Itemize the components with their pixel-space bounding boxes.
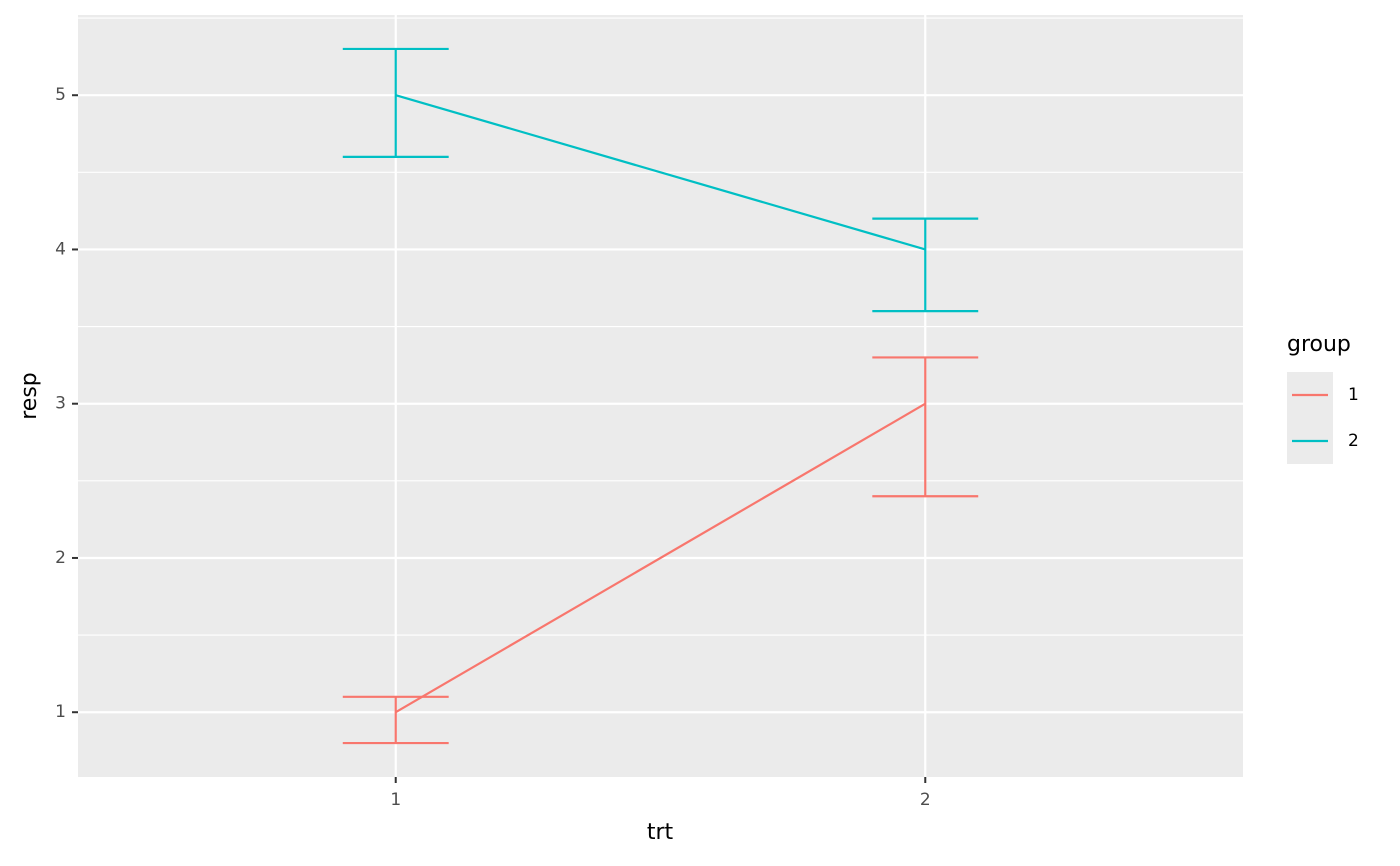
- y-tick-label: 2: [55, 548, 66, 568]
- y-tick-label: 3: [55, 394, 66, 414]
- y-tick-label: 5: [55, 85, 66, 105]
- legend-label: 2: [1348, 431, 1359, 451]
- series-line: [395, 402, 926, 714]
- panel-background: [78, 15, 1243, 777]
- y-axis-title: resp: [17, 372, 42, 420]
- legend-title: group: [1287, 332, 1351, 357]
- legend-key-background: [1287, 372, 1333, 464]
- y-tick-label: 1: [55, 702, 66, 722]
- series-line: [395, 94, 926, 251]
- x-tick-label: 2: [920, 790, 931, 810]
- x-tick-label: 1: [390, 790, 401, 810]
- y-tick-label: 4: [55, 239, 66, 259]
- legend-label: 1: [1348, 385, 1359, 405]
- x-axis-title: trt: [647, 820, 674, 845]
